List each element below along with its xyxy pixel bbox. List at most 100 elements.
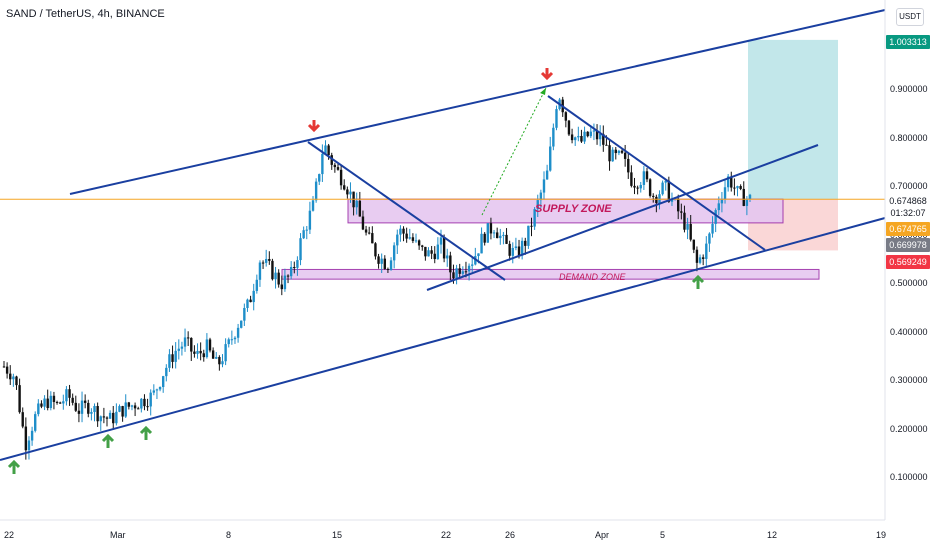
- price-axis-label: 0.200000: [890, 423, 928, 434]
- candle-body: [464, 271, 468, 273]
- candle-body: [62, 401, 65, 404]
- candle-body: [595, 130, 599, 140]
- candle-body: [283, 275, 287, 290]
- candle-body: [730, 176, 733, 188]
- candle-body: [133, 405, 137, 409]
- candle-body: [455, 268, 458, 279]
- candle-body: [102, 416, 106, 418]
- demand-zone-label: DEMAND ZONE: [559, 272, 626, 282]
- currency-button[interactable]: USDT: [896, 8, 924, 26]
- projection-arrowhead: [540, 88, 546, 95]
- candle-body: [83, 400, 87, 403]
- candle-body: [458, 268, 461, 274]
- candle-body: [186, 337, 190, 339]
- candle-body: [427, 250, 430, 257]
- candle-body: [152, 390, 156, 393]
- candle-body: [377, 256, 380, 264]
- candle-body: [517, 246, 521, 256]
- candle-body: [196, 350, 199, 354]
- candle-body: [211, 350, 215, 359]
- candle-body: [695, 249, 699, 263]
- candle-body: [611, 149, 614, 162]
- candle-body: [52, 395, 56, 402]
- candle-body: [745, 198, 749, 206]
- candle-body: [140, 398, 143, 409]
- candle-body: [161, 376, 165, 388]
- up-arrow-icon: [7, 459, 21, 474]
- candle-body: [15, 376, 18, 386]
- candle-body: [417, 240, 421, 246]
- candle-body: [49, 395, 53, 409]
- candle-body: [408, 237, 411, 239]
- candle-body: [58, 402, 62, 404]
- candle-body: [264, 259, 268, 263]
- candle-body: [96, 406, 99, 422]
- candle-body: [670, 198, 674, 202]
- candle-body: [580, 135, 583, 142]
- time-axis-label: 22: [441, 530, 452, 540]
- candle-body: [648, 179, 652, 196]
- candle-body: [383, 258, 387, 269]
- candle-body: [658, 194, 661, 204]
- candle-body: [143, 398, 146, 407]
- candle-body: [243, 307, 246, 321]
- candle-body: [330, 155, 333, 165]
- candle-body: [346, 189, 349, 195]
- candle-body: [452, 272, 455, 279]
- candle-body: [74, 402, 77, 411]
- candle-body: [495, 232, 499, 239]
- price-axis-label: 0.300000: [890, 375, 928, 385]
- time-axis-label: 5: [660, 530, 666, 540]
- candle-body: [436, 244, 440, 260]
- candle-body: [545, 170, 549, 180]
- candle-body: [505, 234, 508, 244]
- supply-zone-label: SUPPLY ZONE: [535, 203, 612, 215]
- candle-body: [574, 137, 577, 141]
- candle-body: [37, 403, 40, 415]
- candle-body: [748, 194, 752, 199]
- descending-trendline-1: [307, 141, 506, 281]
- candle-body: [302, 230, 305, 239]
- upper-channel-line: [69, 9, 886, 195]
- candle-body: [617, 150, 621, 154]
- candle-body: [34, 414, 37, 431]
- up-arrow-icon: [691, 274, 705, 289]
- candle-body: [424, 246, 427, 257]
- candle-body: [630, 172, 633, 186]
- candle-body: [536, 200, 539, 210]
- candle-body: [620, 150, 624, 153]
- candle-body: [105, 417, 109, 419]
- candle-body: [442, 237, 446, 259]
- candle-body: [314, 181, 318, 201]
- candle-body: [233, 337, 237, 340]
- lower-channel-line: [0, 217, 886, 461]
- candle-body: [655, 196, 658, 204]
- candle-body: [339, 169, 343, 186]
- candle-body: [667, 180, 671, 202]
- candle-body: [396, 234, 399, 246]
- candle-body: [252, 290, 255, 303]
- candle-body: [271, 260, 274, 280]
- candle-body: [433, 253, 436, 260]
- candle-body: [705, 243, 708, 259]
- candle-body: [268, 259, 271, 261]
- candle-body: [480, 233, 483, 254]
- candle-body: [489, 223, 493, 234]
- candle-body: [592, 130, 596, 132]
- candle-body: [402, 228, 405, 234]
- candle-body: [349, 191, 352, 195]
- candle-body: [439, 237, 443, 245]
- candle-body: [739, 186, 742, 189]
- projection-line: [481, 87, 547, 216]
- time-axis-label: 22: [4, 530, 15, 540]
- candle-body: [137, 408, 140, 410]
- down-arrow-icon: [540, 68, 554, 81]
- candle-body: [645, 171, 649, 180]
- candle-body: [146, 406, 149, 408]
- candle-body: [539, 192, 543, 201]
- candle-body: [361, 216, 365, 230]
- candle-body: [46, 398, 49, 409]
- candle-body: [533, 209, 536, 227]
- candle-body: [124, 402, 127, 417]
